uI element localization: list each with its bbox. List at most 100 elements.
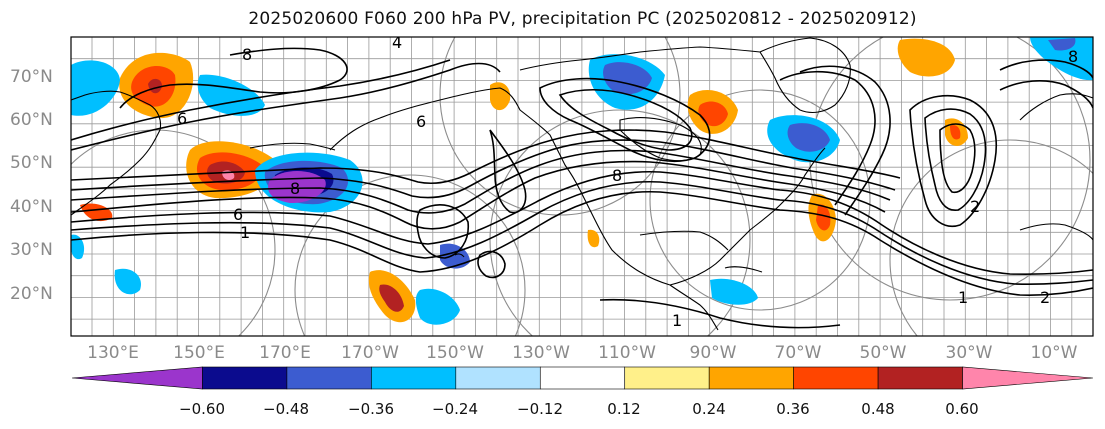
pv-contour-euro-cutoff-3 — [939, 123, 976, 194]
coast-asia — [71, 90, 162, 216]
lon-label-150e: 150°E — [173, 343, 225, 363]
coast-arctic — [519, 46, 761, 71]
lat-label-20n: 20°N — [10, 284, 53, 304]
shade-wpac-sky — [71, 60, 120, 116]
shade-ne-blue — [1048, 38, 1076, 51]
shade-alaska-orange — [490, 82, 511, 111]
projection-ring — [294, 174, 526, 336]
shade-greenland-orange — [897, 38, 955, 77]
lat-label-40n: 40°N — [10, 197, 53, 217]
colorbar-tick-label: 0.60 — [945, 400, 979, 418]
lon-label-130e: 130°E — [87, 343, 139, 363]
pv-contour-north-3 — [119, 47, 348, 109]
coast-central-am — [669, 284, 719, 331]
shade-caribbean-sky — [710, 278, 758, 305]
lon-label-170e: 170°E — [259, 343, 311, 363]
pv-contour-gulf-trough — [489, 129, 527, 214]
pv-contour-subtrop-3 — [71, 170, 1093, 275]
shade-caribbean-orange — [587, 229, 600, 248]
contour-label-4a: 4 — [392, 33, 402, 52]
contour-label-8d: 8 — [242, 45, 252, 64]
colorbar-tick-label: −0.48 — [263, 400, 309, 418]
lon-label-110w: 110°W — [598, 343, 656, 363]
coast-gulf — [639, 230, 729, 251]
colorbar-tick-label: 0.48 — [861, 400, 895, 418]
colorbar-swatch — [624, 366, 710, 390]
map-title: 2025020600 F060 200 hPa PV, precipitatio… — [248, 9, 917, 29]
pv-contour-jet-3 — [71, 139, 896, 199]
colorbar-tick-label: −0.12 — [517, 400, 563, 418]
pv-contour-north-1 — [71, 62, 501, 151]
colorbar-tick-label: −0.60 — [179, 400, 225, 418]
contour-label-8b: 8 — [612, 166, 622, 185]
contour-label-8a: 8 — [290, 179, 300, 198]
pv-contour-subtrop-2 — [71, 180, 1093, 285]
shade-wpac-sky-s — [71, 234, 85, 260]
contour-label-6a: 6 — [177, 109, 187, 128]
colorbar-tick-label: 0.12 — [607, 400, 641, 418]
coast-cuba — [724, 266, 763, 273]
pv-contour-arctic-low-2 — [558, 89, 693, 151]
lon-label-90w: 90°W — [689, 343, 737, 363]
colorbar — [71, 366, 1094, 390]
pv-contour-pac-lobe — [416, 204, 470, 259]
coast-hawaii — [454, 253, 465, 258]
pv-contour-north-2 — [71, 59, 451, 141]
contour-label-8c: 8 — [1068, 47, 1078, 66]
colorbar-swatch — [962, 366, 1094, 390]
shade-pac-sky-s — [114, 268, 141, 295]
colorbar-swatch — [202, 366, 288, 390]
colorbar-tick-label: −0.36 — [348, 400, 394, 418]
pv-contour-arctic-low — [539, 77, 711, 163]
contour-label-1a: 1 — [240, 223, 250, 242]
shade-hudson-red — [698, 101, 728, 127]
lon-label-130w: 130°W — [512, 343, 570, 363]
pv-contour-pac-lobe-2 — [477, 250, 506, 279]
colorbar-swatch — [877, 366, 963, 390]
contour-label-6b: 6 — [416, 112, 426, 131]
coast-alaska — [329, 87, 581, 191]
coast-europe — [1019, 93, 1093, 121]
pv-contour-subtrop-1 — [71, 190, 1093, 296]
lon-label-10w: 10°W — [1030, 343, 1078, 363]
colorbar-tick-label: −0.24 — [432, 400, 478, 418]
shade-iceland-red — [950, 125, 961, 140]
colorbar-swatch — [371, 366, 457, 390]
coast-na-west — [579, 189, 671, 286]
shade-ne-sky — [1030, 37, 1093, 81]
coast-na-east — [669, 147, 826, 286]
pv-contour-jet-2 — [71, 149, 891, 214]
lon-label-70w: 70°W — [774, 343, 822, 363]
lon-label-150w: 150°W — [426, 343, 484, 363]
lat-label-30n: 30°N — [10, 240, 53, 260]
projection-ring — [439, 37, 681, 216]
colorbar-tick-label: 0.36 — [776, 400, 810, 418]
coast-aleutians — [249, 142, 336, 151]
colorbar-swatch — [793, 366, 879, 390]
pv-contour-atl-ridge-2 — [799, 65, 891, 216]
contour-label-6c: 6 — [233, 205, 243, 224]
colorbar-swatch — [286, 366, 372, 390]
contour-label-1b: 1 — [958, 288, 968, 307]
coast-africa — [1019, 223, 1093, 241]
lon-label-50w: 50°W — [859, 343, 907, 363]
lat-label-70n: 70°N — [10, 67, 53, 87]
projection-ring — [889, 139, 1093, 336]
lat-label-50n: 50°N — [10, 153, 53, 173]
pv-contour-jet-4 — [71, 129, 901, 185]
colorbar-swatch — [539, 366, 626, 390]
colorbar-swatch — [708, 366, 794, 390]
map-frame — [70, 36, 1094, 337]
shade-subtrop-red — [379, 284, 404, 312]
pv-contours — [71, 47, 1093, 329]
pv-contour-ne-2 — [999, 59, 1093, 79]
shade-subtrop-sky — [415, 288, 460, 325]
colorbar-swatch — [455, 366, 541, 390]
coastlines — [71, 37, 1093, 331]
lat-label-60n: 60°N — [10, 110, 53, 130]
contour-label-1c: 1 — [672, 311, 682, 330]
coast-greenland — [759, 37, 851, 114]
pv-contour-atl-ridge — [779, 70, 876, 206]
pv-contour-euro-cutoff — [909, 94, 997, 227]
